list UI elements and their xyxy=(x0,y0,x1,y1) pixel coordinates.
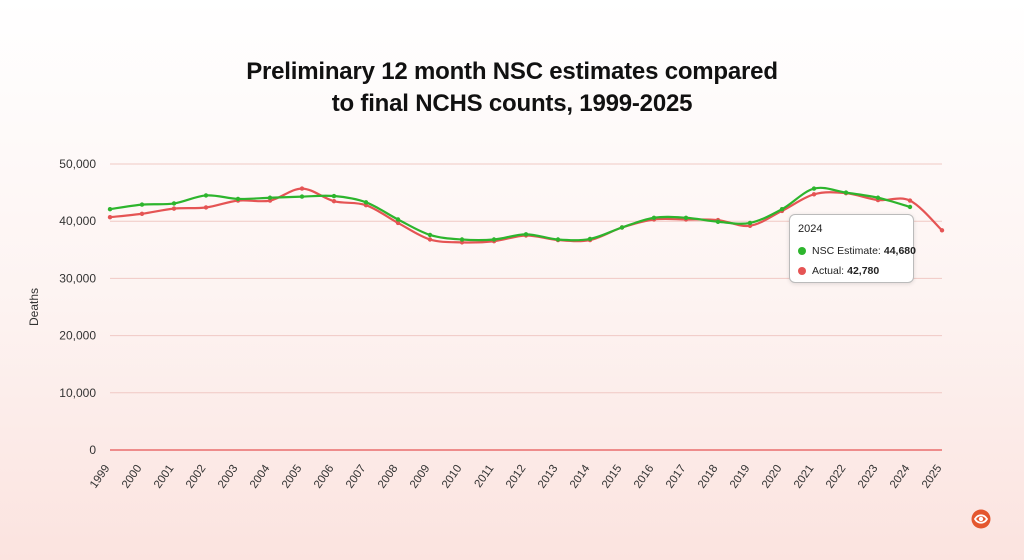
x-tick-label: 2023 xyxy=(856,463,881,491)
y-axis-label: Deaths xyxy=(27,288,41,326)
nsc-estimate-point xyxy=(523,232,529,237)
x-tick-label: 2009 xyxy=(408,463,433,491)
x-tick-label: 2010 xyxy=(440,463,465,491)
x-tick-label: 2001 xyxy=(152,463,177,491)
nsc-estimate-point xyxy=(107,206,113,212)
actual-point xyxy=(939,228,945,233)
nsc-estimate-point xyxy=(331,193,337,199)
x-tick-label: 2014 xyxy=(568,462,593,490)
x-tick-label: 2008 xyxy=(376,463,401,491)
x-tick-label: 2019 xyxy=(728,463,753,491)
x-tick-label: 2011 xyxy=(472,463,496,490)
x-tick-label: 1999 xyxy=(88,463,113,491)
tooltip-nsc-value: 44,680 xyxy=(883,245,916,257)
nsc-estimate-point xyxy=(299,194,305,199)
x-tick-label: 2021 xyxy=(792,463,817,491)
x-tick-label: 2015 xyxy=(600,463,625,491)
tooltip-actual-label: Actual: xyxy=(812,265,845,277)
brand-logo-icon xyxy=(971,509,991,529)
nsc-estimate-point xyxy=(843,190,849,195)
nsc-estimate-point xyxy=(139,202,145,207)
nsc-estimate-point xyxy=(555,237,561,242)
nsc-legend-dot xyxy=(798,247,806,255)
tooltip-actual-value: 42,780 xyxy=(847,265,880,277)
nsc-estimate-point xyxy=(875,195,881,200)
y-tick-label: 30,000 xyxy=(59,271,96,285)
actual-point xyxy=(811,192,817,197)
nsc-estimate-point xyxy=(203,193,209,198)
hover-tooltip: 2024 NSC Estimate: 44,680 Actual: 42,780 xyxy=(789,214,916,283)
tooltip-year: 2024 xyxy=(798,223,823,235)
y-tick-label: 0 xyxy=(89,443,96,457)
nsc-estimate-point xyxy=(619,225,625,230)
chart-title-line-1: Preliminary 12 month NSC estimates compa… xyxy=(246,58,778,85)
x-tick-label: 2000 xyxy=(120,463,145,491)
actual-point xyxy=(203,205,209,210)
x-tick-label: 2006 xyxy=(312,463,337,491)
x-tick-label: 2002 xyxy=(184,463,209,491)
nsc-estimate-point xyxy=(491,237,497,242)
actual-legend-dot xyxy=(798,267,806,275)
nsc-estimate-point xyxy=(651,215,657,220)
x-tick-label: 2018 xyxy=(696,463,721,491)
nsc-estimate-point xyxy=(587,236,593,242)
x-tick-label: 2024 xyxy=(888,462,913,490)
nsc-estimate-point xyxy=(715,219,721,224)
x-tick-label: 2017 xyxy=(664,463,689,491)
x-tick-label: 2004 xyxy=(248,462,273,490)
x-tick-label: 2016 xyxy=(632,463,657,491)
y-tick-label: 20,000 xyxy=(59,329,96,343)
nsc-estimate-point xyxy=(779,206,785,212)
nsc-estimate-point xyxy=(171,201,177,206)
x-tick-label: 2003 xyxy=(216,463,241,491)
nsc-estimate-point xyxy=(747,220,753,226)
chart-title-line-2: to final NCHS counts, 1999-2025 xyxy=(331,90,693,117)
x-tick-label: 2025 xyxy=(920,463,945,491)
nsc-estimate-point xyxy=(683,215,689,220)
actual-point xyxy=(427,237,433,242)
tooltip-row-actual: Actual: 42,780 xyxy=(798,264,905,278)
y-tick-label: 10,000 xyxy=(59,386,96,400)
x-tick-label: 2012 xyxy=(504,463,529,491)
nsc-estimate-point xyxy=(363,200,369,205)
actual-point xyxy=(171,206,177,211)
tooltip-nsc-label: NSC Estimate: xyxy=(812,245,881,257)
actual-point xyxy=(107,214,113,220)
x-tick-label: 2022 xyxy=(824,463,849,491)
x-tick-label: 2013 xyxy=(536,463,561,491)
x-tick-label: 2007 xyxy=(344,463,369,491)
y-tick-label: 50,000 xyxy=(59,157,96,171)
x-tick-label: 2020 xyxy=(760,463,785,491)
nsc-estimate-line xyxy=(108,186,912,242)
actual-point xyxy=(139,211,145,216)
nsc-estimate-point xyxy=(235,196,241,202)
chart-title: Preliminary 12 month NSC estimates compa… xyxy=(0,56,1024,120)
y-tick-label: 40,000 xyxy=(59,214,96,228)
tooltip-row-nsc: NSC Estimate: 44,680 xyxy=(798,244,916,258)
nsc-estimate-point xyxy=(811,186,817,191)
actual-point xyxy=(907,198,913,203)
actual-point xyxy=(299,186,305,191)
nsc-estimate-point xyxy=(427,232,433,238)
nsc-estimate-point xyxy=(459,237,465,242)
nsc-estimate-point xyxy=(395,217,401,222)
actual-point xyxy=(331,198,337,204)
x-tick-label: 2005 xyxy=(280,463,305,491)
actual-point xyxy=(395,220,401,226)
nsc-estimate-point xyxy=(907,204,913,210)
nsc-estimate-point xyxy=(267,195,273,200)
